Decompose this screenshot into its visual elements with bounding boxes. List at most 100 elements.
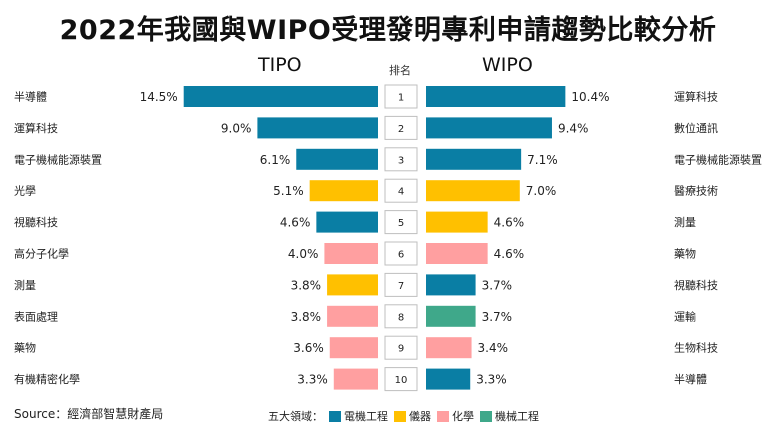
legend-item-electrical: 電機工程 <box>329 408 388 424</box>
tipo-value-label: 4.6% <box>280 216 311 230</box>
rank-box <box>384 178 418 203</box>
rank-box <box>384 304 418 329</box>
rank-label: 8 <box>398 312 404 323</box>
rank-header: 排名 <box>389 64 411 77</box>
wipo-series-header: WIPO <box>482 54 533 76</box>
rank-label: 6 <box>398 250 404 261</box>
legend-item-mechanical: 機械工程 <box>480 408 539 424</box>
wipo-bar <box>426 274 476 296</box>
tipo-bar <box>309 180 378 202</box>
rank-box <box>384 272 418 297</box>
rank-box <box>384 367 418 392</box>
wipo-category-label: 生物科技 <box>674 341 718 355</box>
wipo-category-label: 數位通訊 <box>674 121 718 135</box>
tipo-value-label: 6.1% <box>260 153 291 167</box>
wipo-category-label: 藥物 <box>674 247 696 261</box>
tipo-value-label: 3.6% <box>293 341 324 355</box>
wipo-value-label: 3.3% <box>476 373 507 387</box>
wipo-value-label: 9.4% <box>558 121 589 135</box>
wipo-value-label: 4.6% <box>494 247 525 261</box>
tipo-value-label: 3.3% <box>297 373 328 387</box>
legend-text-electrical: 電機工程 <box>344 410 388 423</box>
wipo-value-label: 3.7% <box>482 278 512 292</box>
legend-swatch-mechanical <box>480 410 492 422</box>
legend-text-mechanical: 機械工程 <box>495 410 539 423</box>
wipo-category-label: 醫療技術 <box>674 184 718 198</box>
rank-box <box>384 335 418 360</box>
wipo-category-label: 電子機械能源裝置 <box>674 152 762 166</box>
legend-item-instruments: 儀器 <box>394 408 431 424</box>
tipo-bar <box>333 368 378 390</box>
rank-box <box>384 115 418 140</box>
wipo-value-label: 3.4% <box>478 341 509 355</box>
rank-label: 9 <box>398 344 404 355</box>
source-note: Source：經濟部智慧財產局 <box>14 407 164 421</box>
wipo-bar <box>426 368 471 390</box>
wipo-category-label: 測量 <box>674 215 696 229</box>
legend-label: 五大領域： <box>268 410 323 423</box>
tipo-value-label: 5.1% <box>273 184 304 198</box>
tipo-bar <box>183 86 378 107</box>
rank-box <box>384 241 418 266</box>
tipo-bar <box>257 117 378 139</box>
tipo-bar <box>327 274 378 296</box>
wipo-bar <box>426 117 552 139</box>
comparison-bar-chart: 14.5% 半導體 1 10.4% 運算科技 9.0% 運算科技 2 9.4% 數位通訊 6.1% 電… <box>14 84 762 392</box>
rank-label: 3 <box>398 155 404 166</box>
tipo-category-label: 有機精密化學 <box>14 372 80 386</box>
tipo-category-label: 半導體 <box>14 90 47 104</box>
rank-label: 10 <box>395 375 408 386</box>
chart-title: 2022年我國與WIPO受理發明專利申請趨勢比較分析 <box>59 15 717 46</box>
tipo-bar <box>329 337 378 359</box>
tipo-value-label: 4.0% <box>288 247 319 261</box>
wipo-category-label: 運輸 <box>674 309 696 323</box>
legend-item-chemistry: 化學 <box>437 408 474 424</box>
wipo-value-label: 3.7% <box>482 310 512 324</box>
legend-swatch-chemistry <box>437 410 449 422</box>
tipo-bar <box>324 243 378 264</box>
tipo-category-label: 電子機械能源裝置 <box>14 152 102 166</box>
tipo-bar <box>327 305 378 327</box>
legend-text-instruments: 儀器 <box>409 410 431 423</box>
tipo-series-header: TIPO <box>258 54 302 76</box>
legend-swatch-instruments <box>394 410 406 422</box>
tipo-category-label: 運算科技 <box>14 121 58 135</box>
wipo-value-label: 10.4% <box>571 90 609 104</box>
tipo-value-label: 14.5% <box>140 90 178 104</box>
wipo-bar <box>426 243 488 264</box>
wipo-category-label: 半導體 <box>674 372 707 386</box>
rank-box <box>384 210 418 235</box>
tipo-value-label: 3.8% <box>291 310 322 324</box>
wipo-bar <box>426 148 522 170</box>
rank-label: 5 <box>398 218 404 229</box>
wipo-bar <box>426 337 472 359</box>
wipo-bar <box>426 180 520 202</box>
rank-box <box>384 147 418 172</box>
rank-label: 4 <box>398 187 404 198</box>
legend: 五大領域： 電機工程 儀器 化學 機械工程 <box>268 408 539 424</box>
wipo-category-label: 運算科技 <box>674 90 718 104</box>
wipo-category-label: 視聽科技 <box>674 278 718 292</box>
tipo-category-label: 表面處理 <box>14 309 58 323</box>
tipo-value-label: 3.8% <box>291 278 322 292</box>
tipo-value-label: 9.0% <box>221 121 252 135</box>
tipo-bar <box>316 211 378 233</box>
wipo-value-label: 4.6% <box>494 216 525 230</box>
wipo-bar <box>426 211 488 233</box>
wipo-value-label: 7.0% <box>526 184 557 198</box>
legend-text-chemistry: 化學 <box>452 410 474 423</box>
tipo-category-label: 測量 <box>14 278 36 292</box>
legend-swatch-electrical <box>329 410 341 422</box>
rank-label: 1 <box>398 93 404 104</box>
tipo-category-label: 視聽科技 <box>14 215 58 229</box>
tipo-category-label: 光學 <box>14 184 36 198</box>
tipo-category-label: 藥物 <box>14 341 36 355</box>
wipo-bar <box>426 86 566 107</box>
wipo-value-label: 7.1% <box>527 153 558 167</box>
rank-label: 2 <box>398 124 404 135</box>
tipo-bar <box>296 148 378 170</box>
rank-box <box>384 84 418 109</box>
wipo-bar <box>426 305 476 327</box>
tipo-category-label: 高分子化學 <box>14 247 69 261</box>
rank-label: 7 <box>398 281 404 292</box>
